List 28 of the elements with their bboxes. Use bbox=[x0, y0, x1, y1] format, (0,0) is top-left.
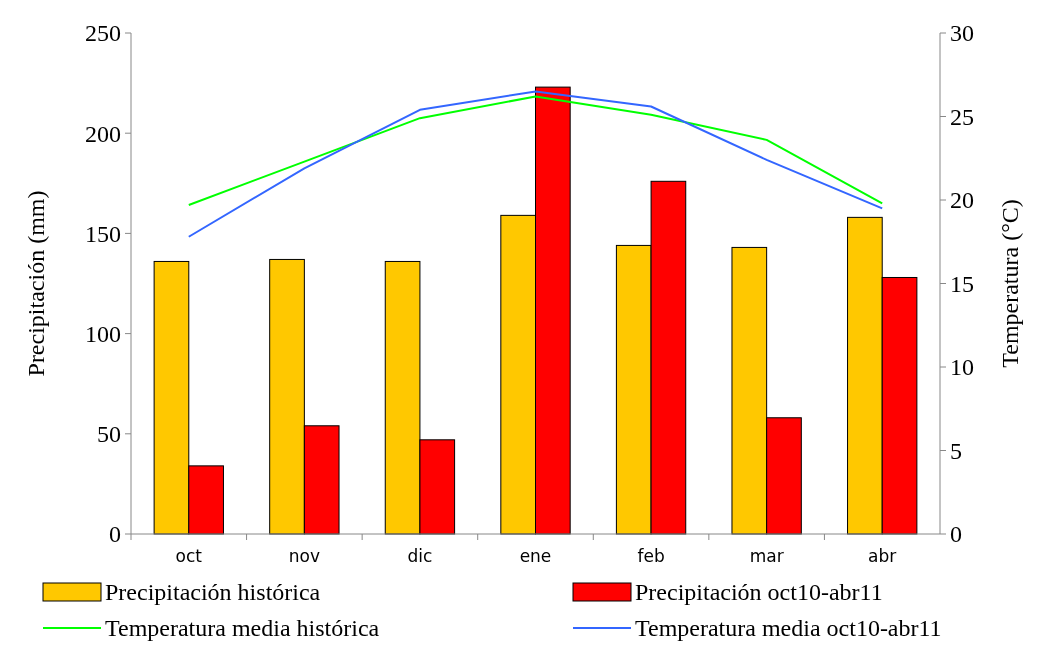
line-series bbox=[187, 90, 884, 238]
legend-label: Temperatura media oct10-abr11 bbox=[635, 615, 942, 641]
y2-tick-label: 10 bbox=[950, 354, 974, 381]
y2-tick-label: 30 bbox=[950, 20, 974, 47]
y-tick-label: 50 bbox=[97, 421, 121, 448]
y2-axis-title: Temperatura (°C) bbox=[997, 199, 1023, 368]
y-tick-label: 100 bbox=[85, 321, 121, 347]
x-tick-label: feb bbox=[637, 546, 665, 566]
x-tick-label: oct bbox=[175, 546, 203, 566]
y-tick-label: 0 bbox=[109, 521, 121, 548]
x-tick-label: mar bbox=[749, 546, 784, 566]
line-series bbox=[187, 95, 884, 207]
legend-label: Temperatura media histórica bbox=[105, 615, 380, 641]
x-tick-label: abr bbox=[868, 546, 897, 566]
y2-tick-label: 5 bbox=[950, 437, 962, 464]
x-tick-label: dic bbox=[407, 546, 433, 566]
y2-tick-label: 15 bbox=[950, 270, 974, 297]
x-tick-label: nov bbox=[288, 546, 320, 566]
legend-label: Precipitación oct10-abr11 bbox=[635, 579, 883, 605]
y2-tick-label: 20 bbox=[950, 187, 974, 214]
y2-tick-label: 0 bbox=[950, 521, 962, 548]
y-tick-label: 250 bbox=[85, 20, 121, 47]
x-tick-label: ene bbox=[519, 546, 552, 566]
y2-tick-label: 25 bbox=[950, 103, 974, 130]
y-axis-title: Precipitación (mm) bbox=[23, 190, 49, 377]
legend-label: Precipitación histórica bbox=[105, 579, 321, 605]
y-tick-label: 150 bbox=[85, 220, 121, 247]
y-tick-label: 200 bbox=[85, 120, 121, 147]
